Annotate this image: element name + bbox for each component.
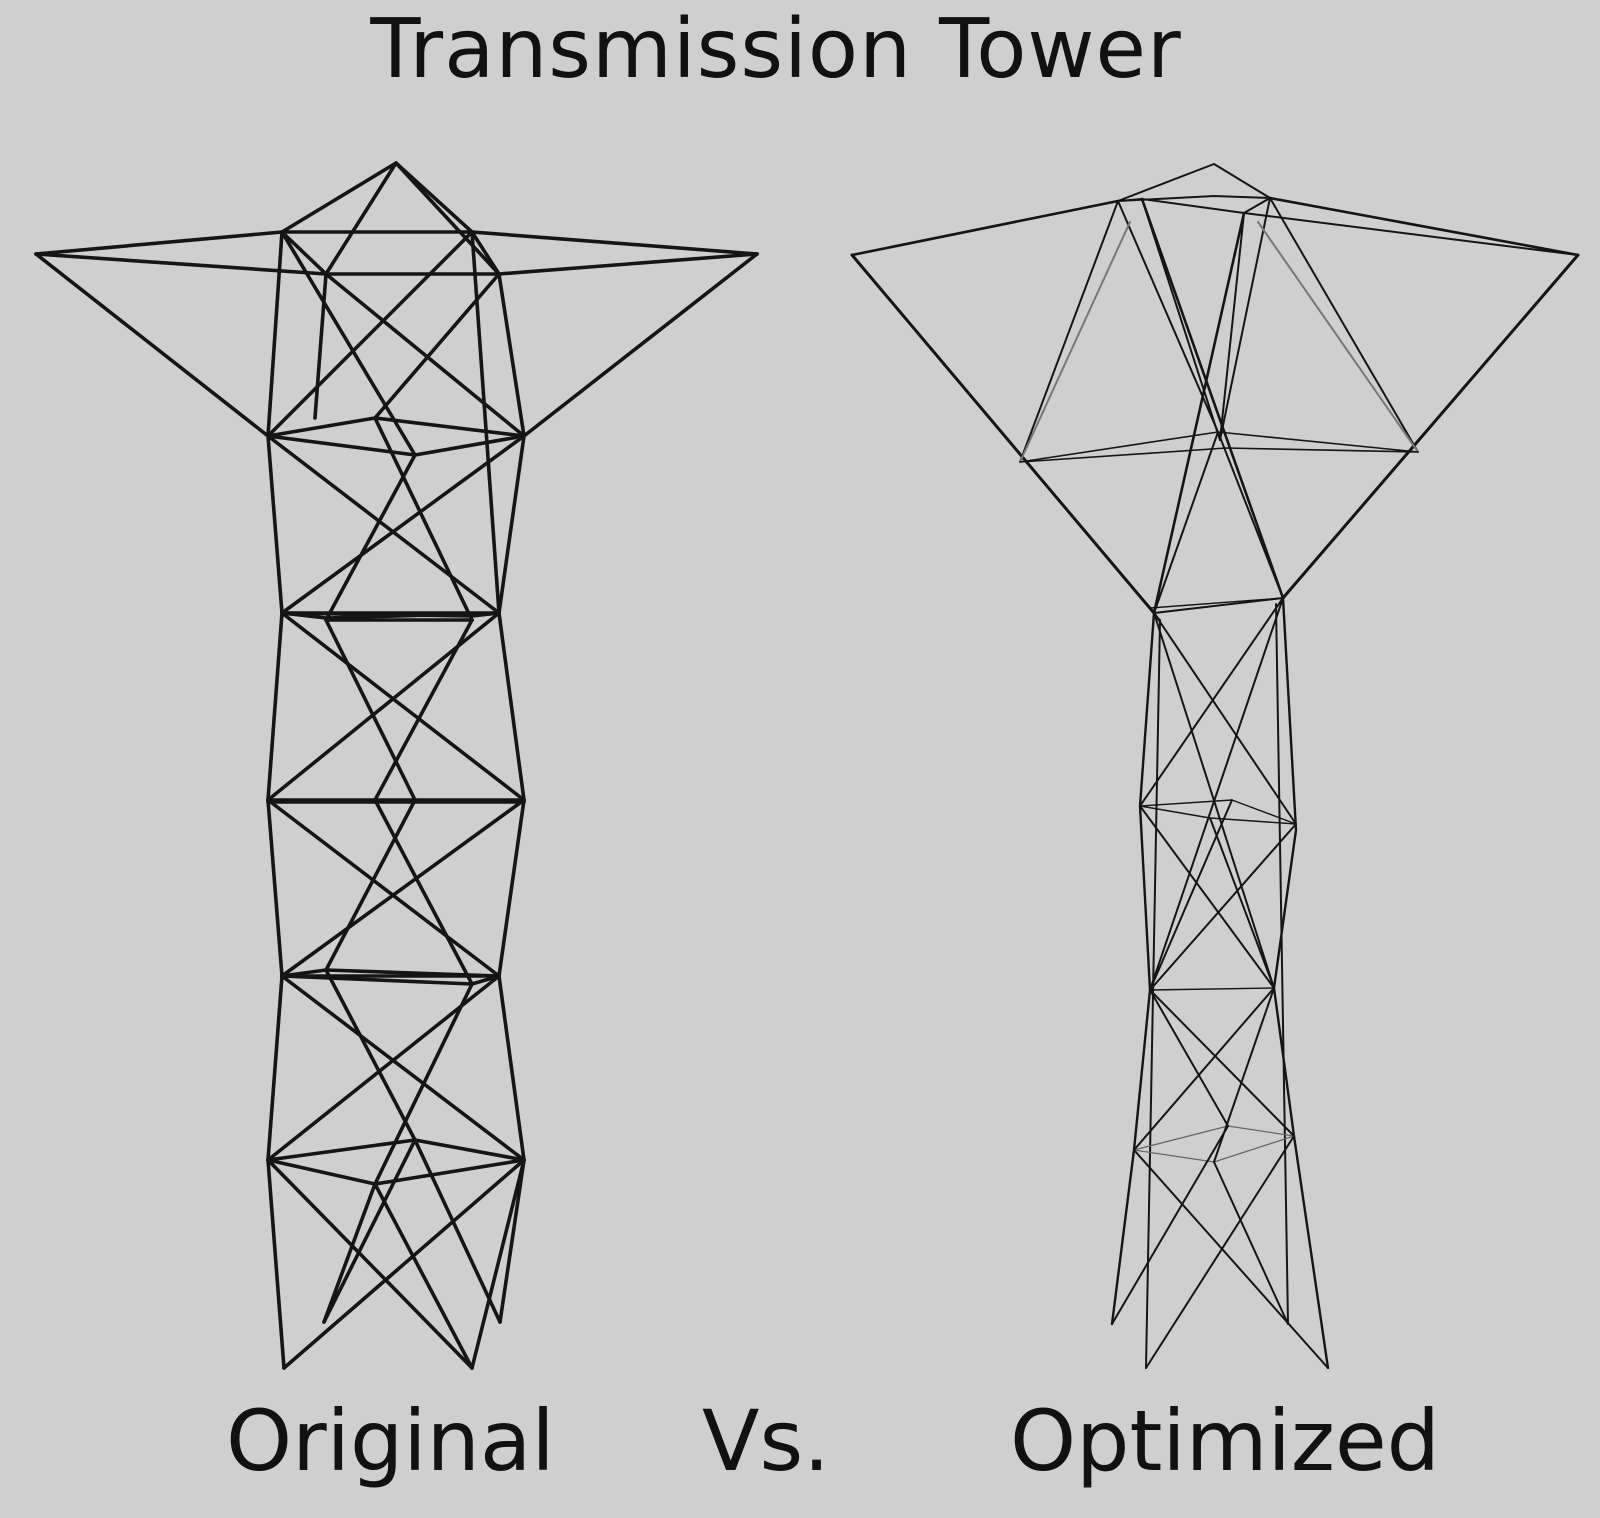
- original-tower-truss: [34, 161, 759, 1370]
- optimized-tower-truss: [850, 163, 1580, 1370]
- versus-caption: Vs.: [702, 1392, 830, 1490]
- page-title: Transmission Tower: [370, 2, 1182, 97]
- original-caption: Original: [226, 1392, 555, 1490]
- optimized-caption: Optimized: [1010, 1392, 1440, 1490]
